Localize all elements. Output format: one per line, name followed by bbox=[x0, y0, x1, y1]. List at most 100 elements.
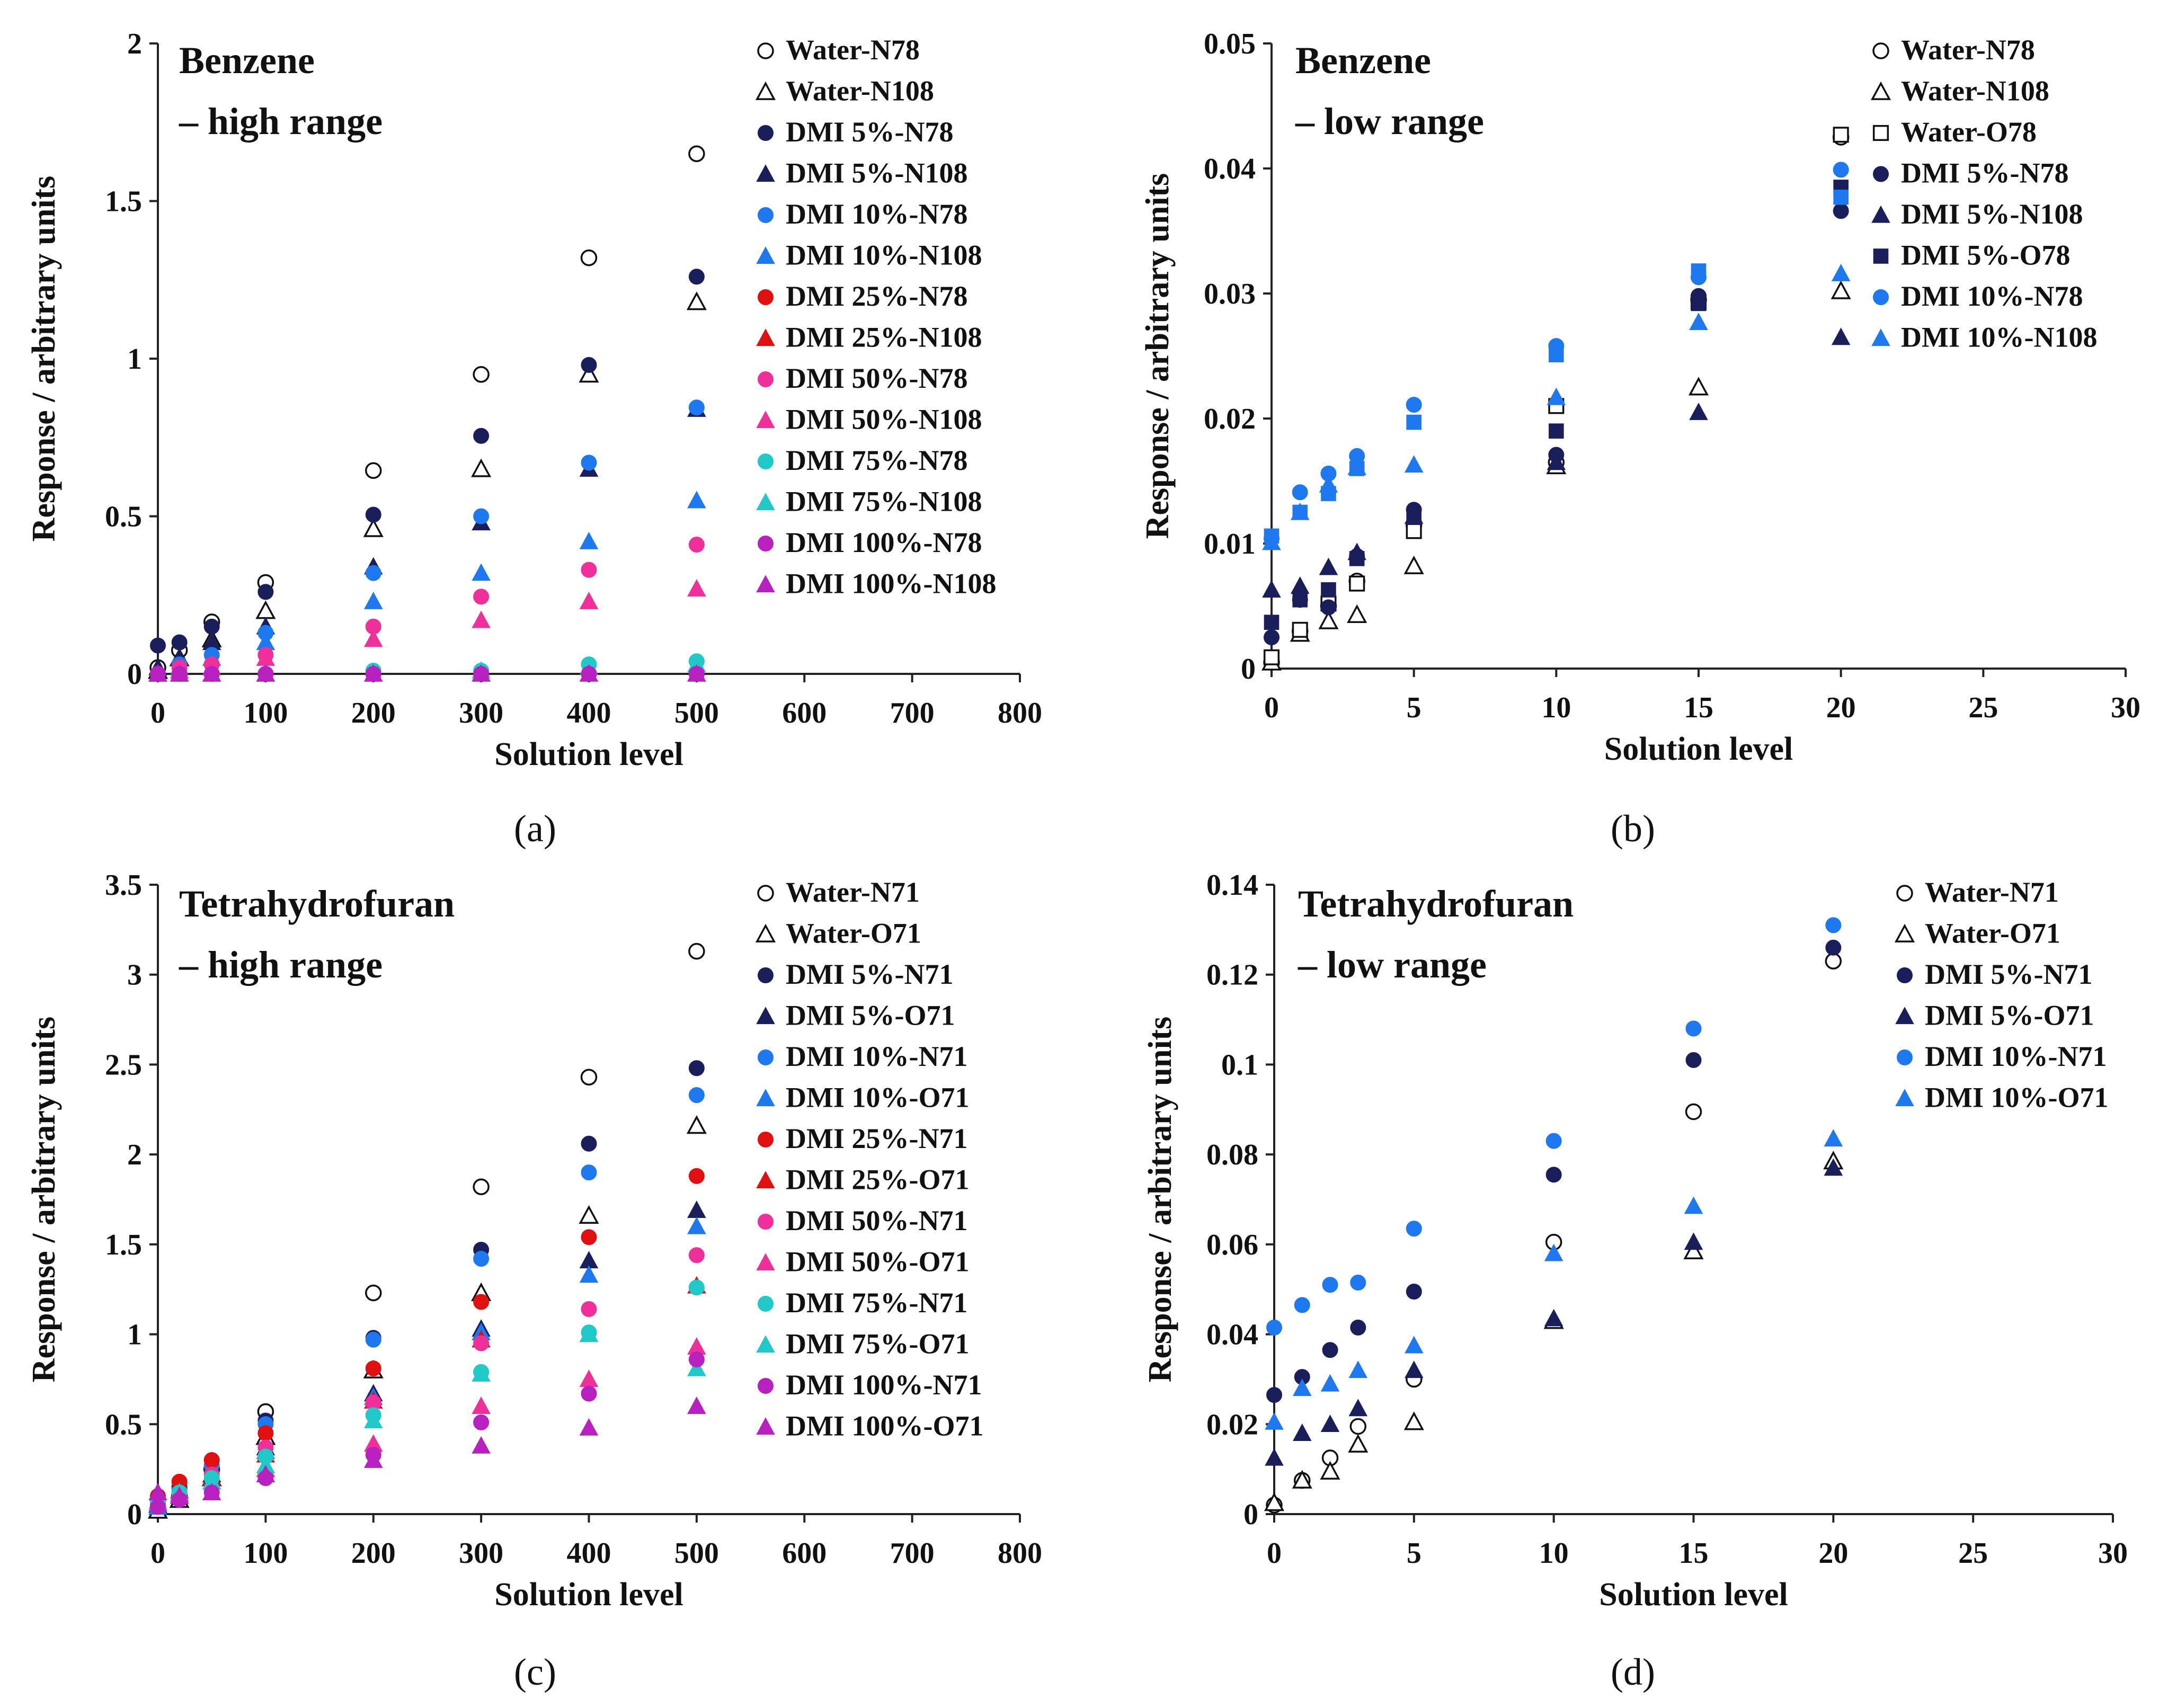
data-point bbox=[363, 1411, 383, 1429]
x-tick-label: 30 bbox=[2098, 1537, 2128, 1570]
legend-marker bbox=[756, 411, 775, 429]
x-tick-label: 600 bbox=[782, 697, 827, 730]
data-point bbox=[257, 584, 274, 600]
x-tick-label: 800 bbox=[998, 1537, 1042, 1570]
y-tick-label: 0.04 bbox=[1204, 153, 1256, 185]
legend-label: DMI 75%-N78 bbox=[786, 444, 967, 476]
y-tick-label: 0.02 bbox=[1206, 1408, 1258, 1441]
data-point bbox=[1545, 1133, 1562, 1149]
data-point bbox=[688, 145, 705, 162]
x-tick-label: 15 bbox=[1679, 1537, 1709, 1570]
data-point bbox=[1406, 1221, 1422, 1237]
series-dmi-50-n71 bbox=[150, 1247, 705, 1514]
series-water-n78 bbox=[149, 145, 705, 676]
legend-label: DMI 10%-N71 bbox=[786, 1040, 967, 1072]
y-tick-label: 1 bbox=[127, 1319, 142, 1351]
data-point bbox=[1688, 377, 1709, 396]
legend-label: Water-N71 bbox=[1925, 876, 2059, 908]
series-water-n71 bbox=[149, 942, 705, 1517]
y-tick-label: 1 bbox=[127, 343, 142, 376]
data-point bbox=[202, 664, 221, 682]
data-point bbox=[579, 1265, 599, 1283]
data-point bbox=[581, 1385, 597, 1402]
data-point bbox=[687, 664, 706, 682]
data-point bbox=[1320, 599, 1337, 616]
legend-label: DMI 5%-O71 bbox=[786, 1000, 955, 1031]
data-point bbox=[1405, 1336, 1424, 1354]
data-point bbox=[148, 664, 167, 682]
data-point bbox=[170, 1486, 189, 1504]
legend-marker bbox=[1873, 248, 1889, 264]
x-tick-label: 5 bbox=[1407, 1537, 1421, 1570]
y-tick-label: 0.5 bbox=[105, 501, 142, 533]
legend-label: DMI 10%-N78 bbox=[786, 198, 967, 230]
data-point bbox=[1689, 402, 1708, 420]
legend-label: DMI 5%-O71 bbox=[1925, 1000, 2094, 1031]
data-point bbox=[473, 1335, 490, 1351]
legend-label: DMI 10%-N71 bbox=[1925, 1040, 2107, 1072]
panel-letter: (c) bbox=[514, 1651, 556, 1693]
series-dmi-5-n71 bbox=[1266, 939, 1842, 1403]
panel-title-line1: Benzene bbox=[179, 39, 315, 82]
series-water-o71 bbox=[147, 1115, 707, 1519]
data-point bbox=[580, 1069, 598, 1086]
y-tick-label: 0.14 bbox=[1206, 869, 1258, 902]
data-point bbox=[687, 1200, 706, 1218]
x-axis-title: Solution level bbox=[1604, 731, 1793, 767]
legend-marker bbox=[756, 493, 775, 511]
legend-marker bbox=[756, 1417, 775, 1435]
data-point bbox=[1685, 1020, 1702, 1037]
series-dmi-75-n78 bbox=[150, 653, 705, 682]
panel-b: 0 5 10 15 20 25 30 0 0.01 0.02 0.03 0.04 0.05 Solutio… bbox=[1140, 28, 2140, 850]
legend-label: DMI 25%-N108 bbox=[786, 322, 982, 353]
data-point bbox=[1349, 1418, 1367, 1435]
legend-label: DMI 10%-N108 bbox=[786, 239, 982, 271]
y-tick-label: 0.08 bbox=[1206, 1138, 1258, 1171]
data-point bbox=[1405, 1360, 1424, 1378]
data-point bbox=[581, 455, 597, 471]
data-point bbox=[471, 458, 492, 477]
y-tick-label: 0 bbox=[1241, 653, 1256, 686]
data-point bbox=[1321, 486, 1336, 501]
legend-marker bbox=[756, 1253, 775, 1271]
data-point bbox=[1322, 1342, 1338, 1358]
panel-a: 0 100 200 300 400 500 600 700 800 0 0.5 1 1.5 2 Soluti… bbox=[26, 28, 1042, 850]
data-point bbox=[148, 1483, 167, 1500]
data-point bbox=[1264, 629, 1280, 645]
data-point bbox=[365, 506, 381, 523]
legend-label: DMI 25%-N78 bbox=[786, 280, 967, 312]
x-tick-label: 100 bbox=[243, 1537, 288, 1570]
data-point bbox=[579, 1324, 599, 1342]
data-point bbox=[1825, 953, 1842, 970]
data-point bbox=[1683, 1240, 1704, 1260]
legend-marker bbox=[758, 1296, 774, 1312]
legend-marker bbox=[756, 164, 775, 182]
data-point bbox=[150, 1499, 166, 1515]
legend-marker bbox=[756, 246, 775, 264]
data-point bbox=[1824, 1158, 1843, 1176]
series-water-n108 bbox=[147, 291, 707, 679]
legend-marker bbox=[1897, 1049, 1913, 1065]
legend-marker bbox=[756, 1171, 775, 1189]
panel-letter: (d) bbox=[1611, 1651, 1655, 1693]
data-point bbox=[202, 1483, 221, 1500]
data-point bbox=[473, 1414, 490, 1430]
data-point bbox=[1350, 1274, 1366, 1291]
legend-marker bbox=[758, 1214, 774, 1230]
data-point bbox=[688, 269, 705, 285]
data-point bbox=[579, 531, 599, 549]
x-tick-label: 25 bbox=[1958, 1537, 1988, 1570]
data-point bbox=[1266, 1387, 1282, 1403]
data-point bbox=[1348, 1399, 1368, 1417]
legend-label: DMI 10%-N108 bbox=[1901, 322, 2097, 353]
legend-marker bbox=[758, 536, 774, 551]
data-point bbox=[1825, 939, 1842, 956]
legend-label: DMI 75%-N108 bbox=[786, 486, 982, 518]
legend-marker bbox=[1871, 205, 1890, 223]
data-point bbox=[687, 491, 706, 509]
data-point bbox=[1349, 461, 1365, 476]
series-dmi-75-n71 bbox=[150, 1279, 705, 1510]
data-point bbox=[1685, 1103, 1702, 1120]
data-point bbox=[1406, 397, 1422, 413]
data-point bbox=[1266, 1319, 1282, 1336]
